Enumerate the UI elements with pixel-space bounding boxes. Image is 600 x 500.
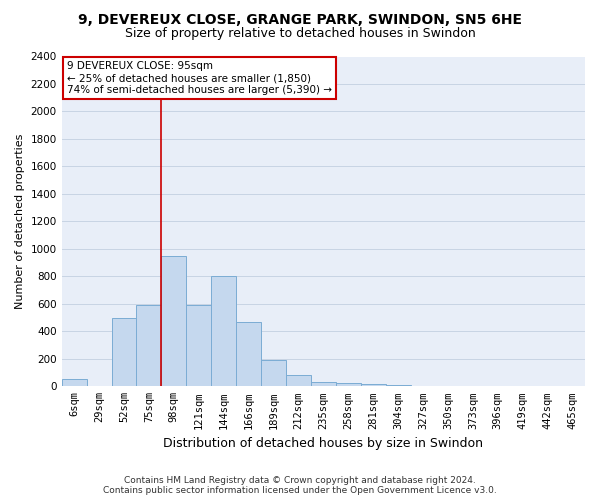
Text: Contains HM Land Registry data © Crown copyright and database right 2024.
Contai: Contains HM Land Registry data © Crown c… [103,476,497,495]
Bar [136,305,161,386]
Bar [236,322,261,386]
X-axis label: Distribution of detached houses by size in Swindon: Distribution of detached houses by size … [163,437,484,450]
Bar [211,276,236,386]
Bar [386,385,410,386]
Bar [261,360,286,386]
Bar [112,318,136,386]
Text: 9 DEVEREUX CLOSE: 95sqm
← 25% of detached houses are smaller (1,850)
74% of semi: 9 DEVEREUX CLOSE: 95sqm ← 25% of detache… [67,62,332,94]
Bar [336,383,361,386]
Bar [361,384,386,386]
Text: 9, DEVEREUX CLOSE, GRANGE PARK, SWINDON, SN5 6HE: 9, DEVEREUX CLOSE, GRANGE PARK, SWINDON,… [78,12,522,26]
Bar [161,256,186,386]
Y-axis label: Number of detached properties: Number of detached properties [15,134,25,309]
Bar [62,380,86,386]
Bar [286,374,311,386]
Bar [311,382,336,386]
Bar [186,305,211,386]
Text: Size of property relative to detached houses in Swindon: Size of property relative to detached ho… [125,28,475,40]
